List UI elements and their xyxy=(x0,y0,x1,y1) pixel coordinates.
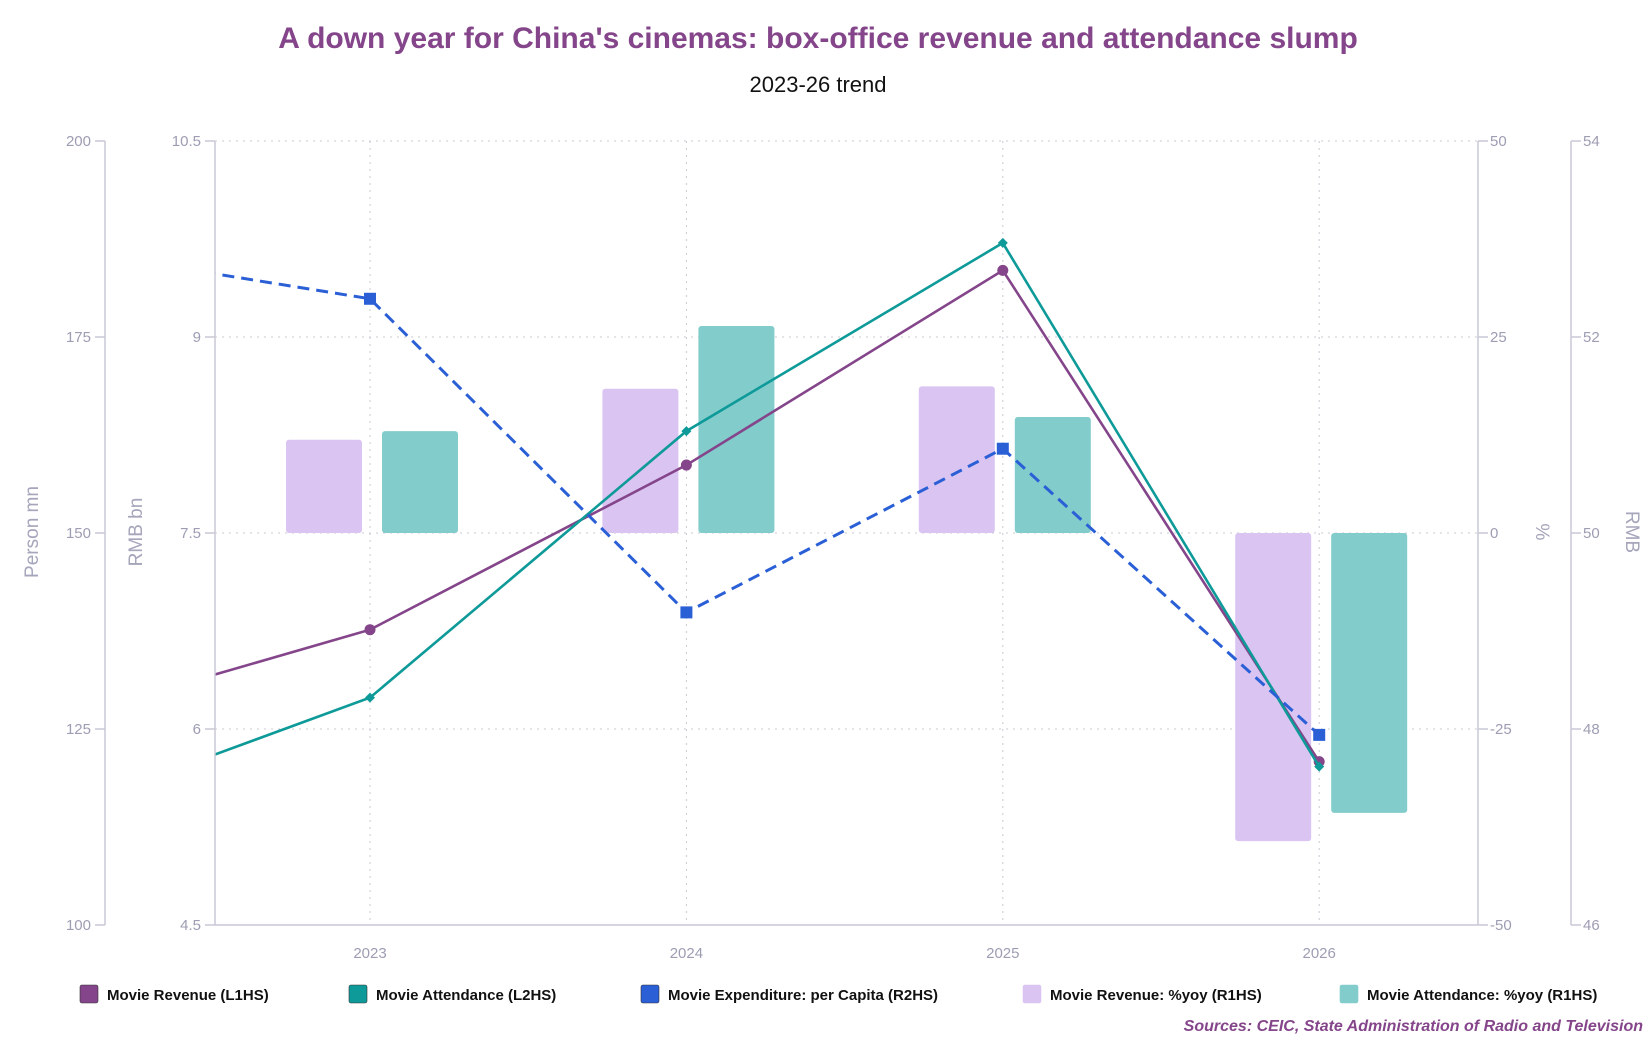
y-tick-label-R2: 48 xyxy=(1583,721,1600,738)
y-tick-label-R1: -50 xyxy=(1490,917,1512,934)
y-tick-label-L1: 9 xyxy=(193,329,201,346)
source-note: Sources: CEIC, State Administration of R… xyxy=(1184,1018,1644,1035)
point-attendance xyxy=(997,237,1008,248)
axis-title-L1: RMB bn xyxy=(126,498,147,567)
bar-revenue-yoy xyxy=(602,388,679,533)
y-tick-label-L1: 6 xyxy=(193,721,201,738)
legend-label: Movie Attendance (L2HS) xyxy=(376,987,556,1004)
bars xyxy=(286,326,1408,842)
legend-swatch xyxy=(348,984,368,1004)
point-attendance xyxy=(365,692,375,703)
y-tick-label-L2: 125 xyxy=(66,721,91,738)
legend-swatch xyxy=(640,984,660,1004)
point-per-capita xyxy=(996,442,1009,455)
legend-swatch xyxy=(79,984,99,1004)
legend-label: Movie Revenue (L1HS) xyxy=(107,987,269,1004)
y-tick-label-L2: 175 xyxy=(66,329,91,346)
bar-revenue-yoy xyxy=(1235,533,1312,842)
axis-title-R2: RMB xyxy=(1621,511,1642,553)
bar-attendance-yoy xyxy=(1331,533,1408,813)
line-1 xyxy=(215,241,1321,768)
x-tick-label: 2024 xyxy=(670,945,703,962)
legend: Movie Revenue (L1HS) Movie Attendance (L2… xyxy=(79,984,1597,1004)
y-tick-label-R2: 50 xyxy=(1583,525,1600,542)
bar-revenue-yoy xyxy=(286,439,362,533)
y-tick-label-L2: 100 xyxy=(66,917,91,934)
y-tick-label-L2: 150 xyxy=(66,525,91,542)
point-per-capita xyxy=(364,292,376,305)
x-tick-label: 2025 xyxy=(986,945,1019,962)
y-tick-label-L1: 4.5 xyxy=(180,917,201,934)
y-tick-label-R2: 46 xyxy=(1583,917,1600,934)
x-tick-label: 2023 xyxy=(353,945,386,962)
y-tick-label-L1: 10.5 xyxy=(172,133,201,150)
point-revenue xyxy=(364,624,376,636)
axes: 2023 2024 2025 2026 200 175 150 125 100 Person mn… xyxy=(22,133,1642,962)
y-tick-label-R2: 54 xyxy=(1583,133,1600,150)
legend-label: Movie Revenue: %yoy (R1HS) xyxy=(1050,987,1262,1004)
bar-revenue-yoy xyxy=(918,386,995,533)
y-tick-label-R1: -25 xyxy=(1490,721,1512,738)
bar-attendance-yoy xyxy=(382,431,458,533)
y-tick-label-R1: 50 xyxy=(1490,133,1507,150)
y-tick-label-R1: 25 xyxy=(1490,329,1507,346)
legend-label: Movie Expenditure: per Capita (R2HS) xyxy=(668,987,938,1004)
point-per-capita xyxy=(1313,728,1326,741)
point-per-capita xyxy=(680,606,693,619)
y-tick-label-L1: 7.5 xyxy=(180,525,201,542)
axis-title-L2: Person mn xyxy=(22,486,43,578)
chart-title: A down year for China's cinemas: box-off… xyxy=(278,22,1358,55)
point-revenue xyxy=(680,459,692,471)
axis-title-R1: % xyxy=(1531,524,1552,541)
point-revenue xyxy=(997,264,1009,276)
legend-label: Movie Attendance: %yoy (R1HS) xyxy=(1367,987,1597,1004)
legend-swatch xyxy=(1022,984,1042,1004)
y-tick-label-R1: 0 xyxy=(1490,525,1498,542)
lines xyxy=(215,237,1326,772)
y-tick-label-L2: 200 xyxy=(66,133,91,150)
y-tick-label-R2: 52 xyxy=(1583,329,1600,346)
bar-attendance-yoy xyxy=(698,326,775,533)
point-attendance xyxy=(681,426,692,437)
legend-swatch xyxy=(1339,984,1359,1004)
x-tick-label: 2026 xyxy=(1303,945,1336,962)
bar-attendance-yoy xyxy=(1014,416,1091,533)
point-attendance xyxy=(1314,761,1325,772)
chart-subtitle: 2023-26 trend xyxy=(750,72,887,97)
